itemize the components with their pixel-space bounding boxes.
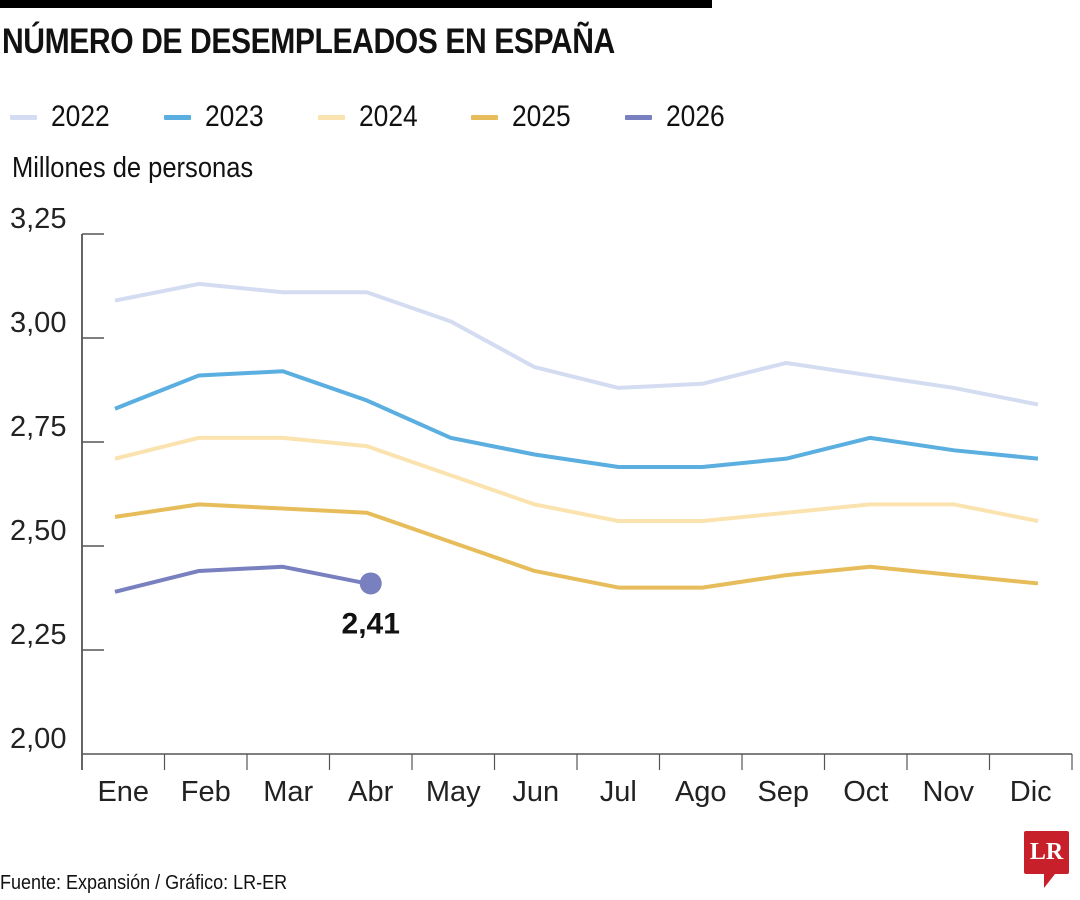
x-tick-label: Ago — [675, 776, 727, 808]
source-note: Fuente: Expansión / Gráfico: LR-ER — [0, 872, 288, 894]
y-tick-label: 3,25 — [10, 203, 66, 235]
x-tick-label: Dic — [1010, 776, 1052, 808]
legend-swatch-2025 — [471, 114, 499, 120]
legend-label-2026: 2026 — [666, 100, 725, 133]
series-line-2022 — [114, 281, 1039, 407]
series-line-2023 — [114, 369, 1039, 469]
x-tick-label: Oct — [843, 776, 888, 808]
x-tick-label: Jul — [600, 776, 637, 808]
legend-label-2022: 2022 — [51, 100, 110, 133]
legend-item-2023: 2023 — [163, 100, 272, 134]
x-tick-label: Mar — [263, 776, 313, 808]
x-tick-label: Abr — [348, 776, 393, 808]
x-tick-label: Jun — [512, 776, 559, 808]
y-tick-label: 2,00 — [10, 723, 66, 755]
x-tick-label: Nov — [922, 776, 974, 808]
legend-item-2024: 2024 — [317, 100, 426, 134]
legend-swatch-2026 — [625, 114, 652, 120]
x-tick-label: May — [426, 776, 481, 808]
y-tick-label: 2,25 — [10, 619, 66, 651]
legend-item-2026: 2026 — [625, 100, 733, 134]
chart-title: NÚMERO DE DESEMPLEADOS EN ESPAÑA — [2, 22, 615, 61]
series-line-2025 — [114, 502, 1039, 590]
legend-label-2023: 2023 — [204, 100, 264, 133]
legend-swatch-2023 — [163, 114, 191, 120]
x-tick-label: Ene — [97, 776, 149, 808]
legend-swatch-2024 — [317, 114, 345, 120]
legend-item-2025: 2025 — [471, 100, 579, 134]
legend-swatch-2022 — [10, 114, 37, 120]
data-label: 2,41 — [342, 607, 400, 640]
x-tick-label: Feb — [181, 776, 231, 808]
top-rule — [0, 0, 712, 8]
legend-label-2025: 2025 — [512, 100, 571, 133]
series-line-2024 — [114, 435, 1039, 524]
series-line-2026 — [114, 564, 368, 594]
y-axis-label: Millones de personas — [12, 152, 254, 184]
x-tick-label: Sep — [757, 776, 809, 808]
legend-label-2024: 2024 — [358, 100, 418, 133]
y-tick-label: 2,50 — [10, 515, 66, 547]
end-point-marker — [359, 572, 382, 595]
legend-item-2022: 2022 — [10, 100, 118, 134]
lr-logo: LR — [1024, 831, 1069, 888]
legend: 2022 2023 2024 2025 2026 — [10, 100, 779, 134]
y-tick-label: 3,00 — [10, 307, 66, 339]
y-tick-label: 2,75 — [10, 411, 66, 443]
